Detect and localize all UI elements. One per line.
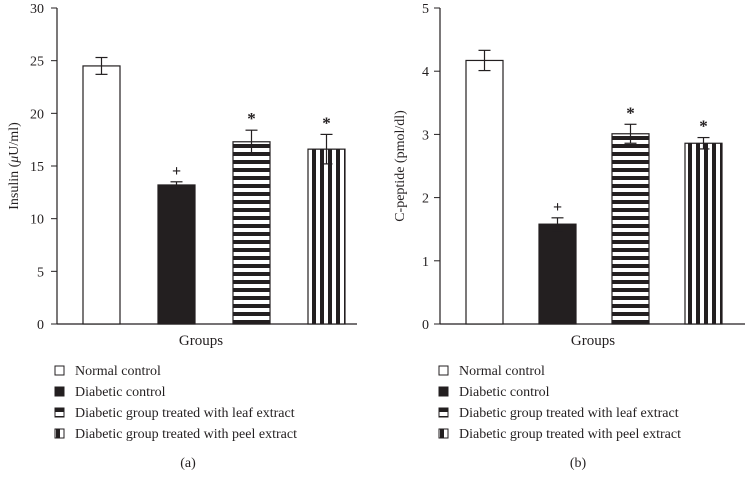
chart-a-x-axis-label: Groups <box>179 333 223 349</box>
y-tick-label: 25 <box>30 55 44 70</box>
significance-marker: + <box>172 163 181 180</box>
legend-label: Diabetic control <box>459 385 550 400</box>
legend-label: Diabetic control <box>75 385 166 400</box>
bar <box>157 184 196 325</box>
legend-swatch <box>438 386 449 397</box>
chart-b-legend: Normal control Diabetic control Diabetic g… <box>438 364 681 442</box>
bar <box>611 133 650 325</box>
bar <box>684 142 723 325</box>
chart-a-error-bars <box>95 56 333 189</box>
legend-label: Diabetic group treated with peel extract <box>75 427 297 442</box>
y-tick-label: 5 <box>422 2 429 17</box>
legend-label: Normal control <box>75 364 161 379</box>
legend-label: Diabetic group treated with leaf extract <box>459 406 679 421</box>
chart-b: 0 1 2 3 4 5 + * * C-peptide (pmol/dl) Groups No… <box>393 2 745 471</box>
y-tick-label: 30 <box>30 2 44 17</box>
legend-label: Diabetic group treated with leaf extract <box>75 406 295 421</box>
significance-marker: + <box>553 199 562 216</box>
chart-a-annotations: + * * <box>172 109 331 180</box>
y-tick-label: 2 <box>422 192 429 207</box>
legend-item: Normal control <box>438 364 545 379</box>
significance-marker: * <box>247 109 256 128</box>
legend-item: Normal control <box>54 364 161 379</box>
bar <box>465 59 504 325</box>
bar <box>538 223 577 325</box>
legend-swatch <box>54 407 65 418</box>
bar <box>82 65 121 325</box>
legend-swatch <box>438 407 449 418</box>
y-tick-label: 15 <box>30 160 44 175</box>
legend-item: Diabetic group treated with peel extract <box>438 427 681 442</box>
legend-swatch <box>438 365 449 376</box>
legend-label: Normal control <box>459 364 545 379</box>
chart-a-panel-label: (a) <box>180 456 196 471</box>
y-tick-label: 0 <box>37 318 44 333</box>
y-tick-label: 20 <box>30 107 44 122</box>
chart-a-bars <box>82 65 346 325</box>
legend-item: Diabetic group treated with leaf extract <box>54 406 295 421</box>
y-tick-label: 0 <box>422 318 429 333</box>
chart-a-y-axis-label: Insulin (μU/ml) <box>7 122 22 210</box>
legend-swatch <box>54 428 65 439</box>
bar <box>232 141 271 325</box>
legend-item: Diabetic group treated with peel extract <box>54 427 297 442</box>
chart-b-annotations: + * * <box>553 103 708 216</box>
chart-b-error-bars <box>478 49 710 232</box>
chart-b-panel-label: (b) <box>570 456 587 471</box>
legend-swatch <box>438 428 449 439</box>
chart-b-bars <box>465 59 723 325</box>
bar <box>307 148 346 325</box>
chart-b-x-axis-label: Groups <box>571 333 615 349</box>
significance-marker: * <box>626 103 635 122</box>
significance-marker: * <box>322 113 331 132</box>
y-tick-label: 5 <box>37 265 44 280</box>
y-tick-label: 3 <box>422 128 429 143</box>
legend-label: Diabetic group treated with peel extract <box>459 427 681 442</box>
legend-swatch <box>54 386 65 397</box>
y-tick-label: 4 <box>422 65 429 80</box>
legend-item: Diabetic control <box>438 385 550 400</box>
legend-item: Diabetic group treated with leaf extract <box>438 406 679 421</box>
chart-a-legend: Normal control Diabetic control Diabetic g… <box>54 364 297 442</box>
y-tick-label: 10 <box>30 213 44 228</box>
significance-marker: * <box>699 117 708 136</box>
y-tick-label: 1 <box>422 255 429 270</box>
chart-b-y-axis-label: C-peptide (pmol/dl) <box>393 110 408 222</box>
legend-swatch <box>54 365 65 376</box>
legend-item: Diabetic control <box>54 385 166 400</box>
